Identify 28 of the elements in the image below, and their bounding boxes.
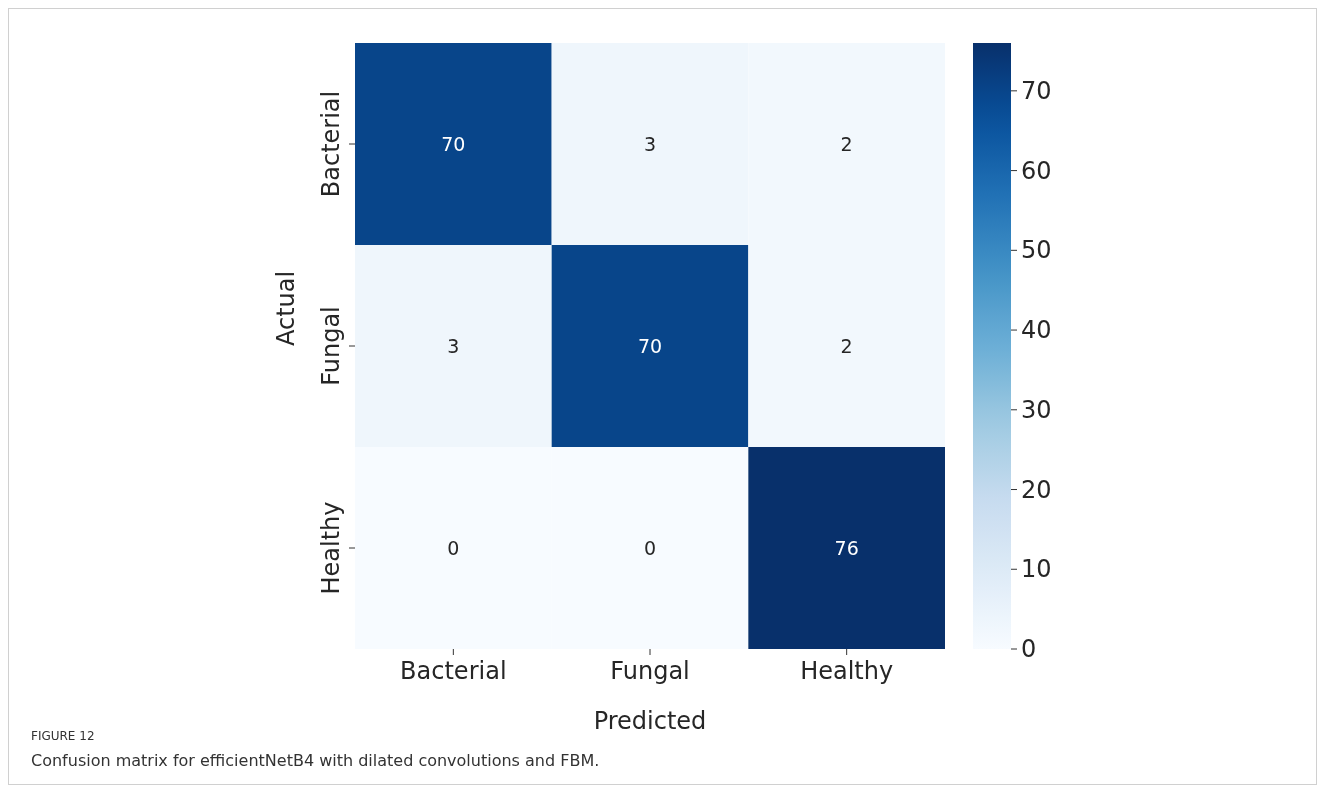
data-label: 2 [840,335,853,357]
color-bar-label: 50 [1021,236,1052,265]
color-bar-label: 30 [1021,395,1052,424]
x-tick-label: Healthy [800,657,894,685]
color-scale: 0 10 20 30 40 50 60 70 [973,29,1083,729]
data-label: 70 [441,133,466,155]
y-tick-label: Healthy [317,501,345,595]
text: Confusion matrix for efficientNetB4 with dilated convolutions and FBM. [31,751,600,770]
data-label: 70 [637,335,663,357]
data-label: 3 [447,335,460,357]
data-label: 0 [447,537,460,559]
x-tick-label: Bacterial [400,657,507,685]
y-tick-label: Fungal [317,306,345,386]
y-tick-label: Bacterial [317,90,345,198]
color-bar-label: 60 [1021,156,1052,185]
y-axis-title: Actual [271,270,300,346]
color-bar-label: 70 [1021,76,1052,105]
data-label: 0 [643,537,657,559]
data-label: 3 [643,133,657,155]
x-tick-label: Fungal [610,657,690,685]
color-bar-label: 40 [1021,316,1052,345]
color-bar-label: 0 [1021,635,1037,663]
data-label: 76 [834,537,859,559]
caption: FIGURE 12 [31,729,95,743]
color-bar-label: 20 [1021,475,1052,504]
color-bar-label: 10 [1021,555,1052,584]
data-label: 2 [840,133,853,155]
x-axis-title: Predicted [593,707,707,735]
